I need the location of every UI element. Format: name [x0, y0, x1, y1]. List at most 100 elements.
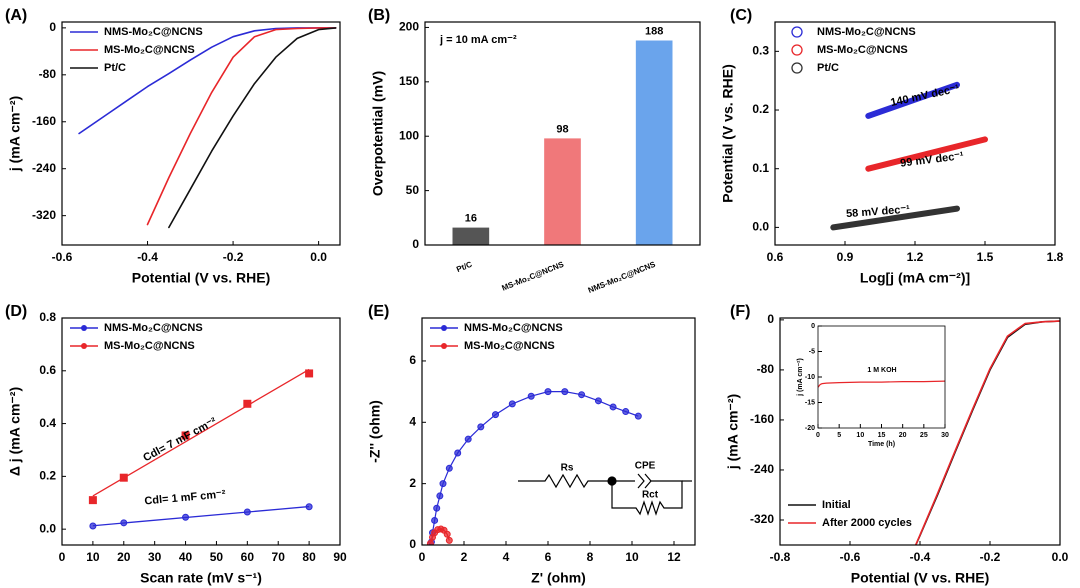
x-tick-label: 60: [241, 550, 255, 564]
x-axis-label: Potential (V vs. RHE): [851, 570, 989, 586]
legend-label: NMS-Mo₂C@NCNS: [104, 26, 203, 38]
legend-label: Initial: [822, 499, 851, 511]
y-axis-label: Δ j (mA cm⁻²): [7, 387, 23, 476]
panel-label: (F): [730, 303, 750, 320]
x-tick-label: 4: [503, 550, 510, 564]
y-tick-label: -320: [32, 208, 56, 222]
plot-frame: [424, 21, 701, 246]
circuit: [518, 473, 692, 516]
point: [544, 388, 552, 396]
x-tick-label: 20: [899, 432, 907, 439]
point: [119, 473, 128, 482]
y-tick-label: 200: [399, 20, 419, 34]
circuit-label: Rct: [642, 490, 659, 501]
y-tick-label: 0: [409, 537, 416, 551]
x-tick-label: -0.4: [137, 250, 158, 264]
y-axis-label: Potential (V vs. RHE): [720, 64, 736, 202]
panel-label: (A): [5, 7, 27, 24]
annotation: 99 mV dec⁻¹: [900, 150, 965, 170]
value-label: 188: [645, 25, 663, 37]
legend-label: MS-Mo₂C@NCNS: [464, 340, 555, 352]
y-tick-label: 0: [412, 237, 419, 251]
y-tick-label: 0.0: [752, 220, 769, 234]
x-tick-label: 1.2: [907, 250, 924, 264]
y-tick-label: 2: [409, 476, 416, 490]
x-tick-label: 6: [545, 550, 552, 564]
point: [561, 388, 569, 396]
plot-frame: [779, 317, 1061, 546]
x-tick-label: 5: [837, 432, 841, 439]
bar: [452, 227, 490, 245]
y-axis-label: -Z'' (ohm): [367, 400, 383, 463]
y-tick-label: -160: [750, 412, 774, 426]
annotation: 58 mV dec⁻¹: [846, 204, 911, 220]
y-tick-label: 0: [49, 20, 56, 34]
y-tick-label: 0.0: [39, 521, 56, 535]
y-tick-label: -5: [809, 348, 815, 355]
x-tick-label: 30: [941, 432, 949, 439]
x-tick-label: Pt/C: [455, 260, 473, 274]
bar: [635, 40, 673, 245]
x-tick-label: 70: [272, 550, 286, 564]
x-tick-label: 10: [625, 550, 639, 564]
plot-area: [426, 388, 642, 545]
legend-label: Pt/C: [104, 62, 126, 74]
y-tick-label: -20: [805, 425, 815, 432]
point: [426, 539, 434, 545]
x-tick-label: 0.0: [1052, 550, 1069, 564]
plot-frame: [817, 325, 946, 429]
series-line: [914, 320, 1060, 545]
series-line: [168, 27, 337, 229]
y-axis-label: j (mA cm⁻²): [725, 394, 741, 470]
point: [431, 516, 439, 524]
annotation: j = 10 mA cm⁻²: [439, 34, 517, 46]
y-axis-label: j (mA cm⁻²): [7, 96, 23, 172]
value-label: 98: [556, 123, 568, 135]
point: [243, 399, 252, 408]
point: [445, 536, 453, 544]
fit-line: [92, 505, 310, 527]
x-tick-label: 1.5: [977, 250, 994, 264]
x-tick-label: 20: [117, 550, 131, 564]
panel-label: (E): [368, 303, 389, 320]
point: [305, 503, 313, 511]
x-tick-label: 1.8: [1047, 250, 1064, 264]
fit-line: [92, 368, 310, 497]
legend-label: NMS-Mo₂C@NCNS: [817, 26, 916, 38]
point: [594, 397, 602, 405]
legend-label: MS-Mo₂C@NCNS: [104, 340, 195, 352]
circuit-label: Rs: [561, 463, 574, 474]
point: [182, 513, 190, 521]
point: [181, 431, 190, 440]
x-tick-label: 10: [856, 432, 864, 439]
x-tick-label: -0.6: [840, 550, 861, 564]
y-tick-label: -240: [32, 161, 56, 175]
y-tick-label: 150: [399, 74, 419, 88]
plot-area: [818, 380, 945, 388]
point: [578, 391, 586, 399]
point: [464, 435, 472, 443]
x-axis-label: Z' (ohm): [531, 570, 586, 586]
point: [477, 423, 485, 431]
series-line: [865, 136, 988, 172]
x-tick-label: 25: [920, 432, 928, 439]
legend-label: After 2000 cycles: [822, 517, 912, 529]
annotation: 1 M KOH: [867, 367, 896, 374]
legend-label: NMS-Mo₂C@NCNS: [464, 322, 563, 334]
x-tick-label: 10: [86, 550, 100, 564]
series-line: [865, 81, 960, 119]
x-tick-label: 0.6: [767, 250, 784, 264]
point: [433, 504, 441, 512]
legend-label: Pt/C: [817, 62, 839, 74]
point: [445, 464, 453, 472]
point: [439, 480, 447, 488]
x-tick-label: 80: [302, 550, 316, 564]
point: [508, 400, 516, 408]
x-tick-label: 0.0: [310, 250, 327, 264]
y-tick-label: 0.4: [39, 416, 56, 430]
x-tick-label: NMS-Mo₂C@NCNS: [587, 259, 658, 294]
legend-label: MS-Mo₂C@NCNS: [817, 44, 908, 56]
y-tick-label: -80: [39, 67, 57, 81]
y-tick-label: 0.3: [752, 44, 769, 58]
